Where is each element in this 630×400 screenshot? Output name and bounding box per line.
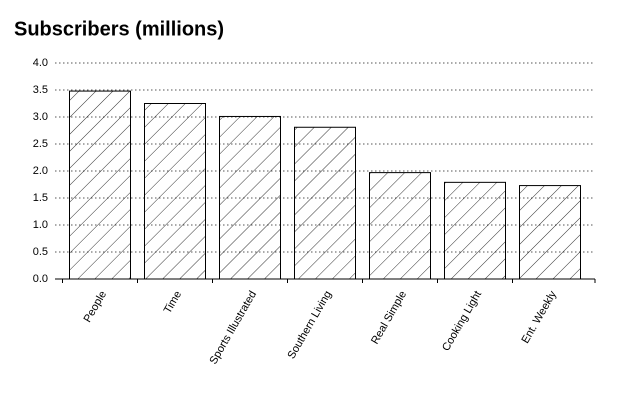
plot: 0.0 0.5 1.0 1.5 2.0 2.5 3.0 3.5 4.0 People Time Spo… [33,57,596,366]
y-tick-label: 4.0 [33,57,48,69]
bar [444,181,506,280]
chart-title: Subscribers (millions) [14,18,224,40]
x-tick-label: Cooking Light [440,289,484,353]
x-tick-label: Southern Living [285,289,334,361]
bar [294,126,356,280]
y-tick-label: 1.5 [33,192,48,204]
x-tick-label: Sports Illustrated [207,289,259,366]
y-tick-label: 0.0 [33,273,48,285]
y-tick-label: 3.0 [33,111,48,123]
bar [519,185,581,280]
y-tick-label: 2.0 [33,165,48,177]
y-tick-label: 1.0 [33,219,48,231]
y-tick-label: 3.5 [33,84,48,96]
bar [69,90,131,280]
x-tick-label: Real Simple [369,289,409,346]
x-tick-label: Time [162,289,184,316]
x-tick-label: Ent. Weekly [519,289,559,346]
y-tick-label: 0.5 [33,246,48,258]
bar [144,103,206,280]
bar [219,115,281,280]
x-tick-label: People [82,289,110,325]
bar [369,172,431,280]
y-tick-label: 2.5 [33,138,48,150]
